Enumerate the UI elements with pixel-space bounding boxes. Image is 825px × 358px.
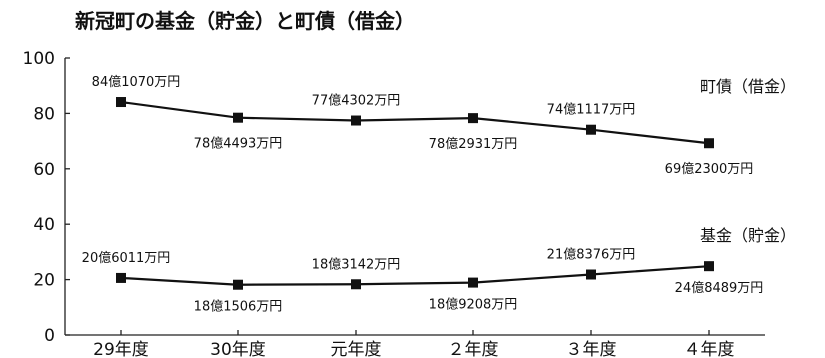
chart-axes bbox=[64, 58, 765, 336]
data-point bbox=[704, 261, 714, 272]
data-point bbox=[233, 112, 243, 123]
data-label: 24億8489万円 bbox=[675, 280, 764, 296]
y-tick-label: 80 bbox=[33, 104, 55, 124]
y-tick-label: 60 bbox=[33, 160, 55, 180]
data-label: 77億4302万円 bbox=[312, 93, 401, 109]
data-point bbox=[468, 277, 478, 288]
series-0: 84億1070万円 78億4493万円 77億4302万円 78億2931万円 74億1… bbox=[92, 74, 796, 177]
data-label: 69億2300万円 bbox=[665, 161, 754, 177]
data-label: 78億2931万円 bbox=[429, 136, 518, 152]
data-point bbox=[704, 138, 714, 149]
data-point bbox=[116, 97, 126, 108]
x-tick-label: 30年度 bbox=[210, 340, 266, 358]
data-label: 21億8376万円 bbox=[547, 247, 636, 263]
data-label: 78億4493万円 bbox=[194, 136, 283, 152]
data-label: 18億9208万円 bbox=[429, 297, 518, 313]
data-label: 74億1117万円 bbox=[547, 102, 636, 118]
y-tick-label: 100 bbox=[23, 49, 55, 69]
x-tick-label: ３年度 bbox=[566, 340, 617, 358]
chart-title: 新冠町の基金（貯金）と町債（借金） bbox=[75, 9, 415, 33]
y-tick-label: 0 bbox=[44, 326, 55, 346]
data-label: 18億3142万円 bbox=[312, 256, 401, 272]
y-tick-label: 40 bbox=[33, 215, 55, 235]
data-point bbox=[233, 279, 243, 290]
axis-ticks: 0 20 40 60 80 100 29年度 30年度 元年度 ２年度 ３年度 ４年度 bbox=[23, 49, 735, 358]
data-label: 18億1506万円 bbox=[194, 299, 283, 315]
data-point bbox=[351, 279, 361, 290]
data-point bbox=[116, 272, 126, 283]
x-tick-label: ２年度 bbox=[448, 340, 499, 358]
series-name-label: 町債（借金） bbox=[700, 77, 796, 96]
data-point bbox=[586, 124, 596, 135]
series-line bbox=[120, 100, 710, 145]
series-1: 20億6011万円 18億1506万円 18億3142万円 18億9208万円 21億8… bbox=[82, 226, 796, 315]
data-label: 84億1070万円 bbox=[92, 74, 181, 90]
x-tick-label: 29年度 bbox=[93, 340, 149, 358]
data-point bbox=[468, 113, 478, 124]
chart-series: 84億1070万円 78億4493万円 77億4302万円 78億2931万円 74億1… bbox=[82, 74, 796, 315]
data-point bbox=[351, 115, 361, 126]
data-label: 20億6011万円 bbox=[82, 250, 171, 266]
series-name-label: 基金（貯金） bbox=[700, 226, 796, 245]
series-line bbox=[120, 265, 710, 286]
y-tick-label: 20 bbox=[33, 271, 55, 291]
data-point bbox=[586, 269, 596, 280]
x-tick-label: ４年度 bbox=[684, 340, 735, 358]
x-tick-label: 元年度 bbox=[331, 340, 382, 358]
